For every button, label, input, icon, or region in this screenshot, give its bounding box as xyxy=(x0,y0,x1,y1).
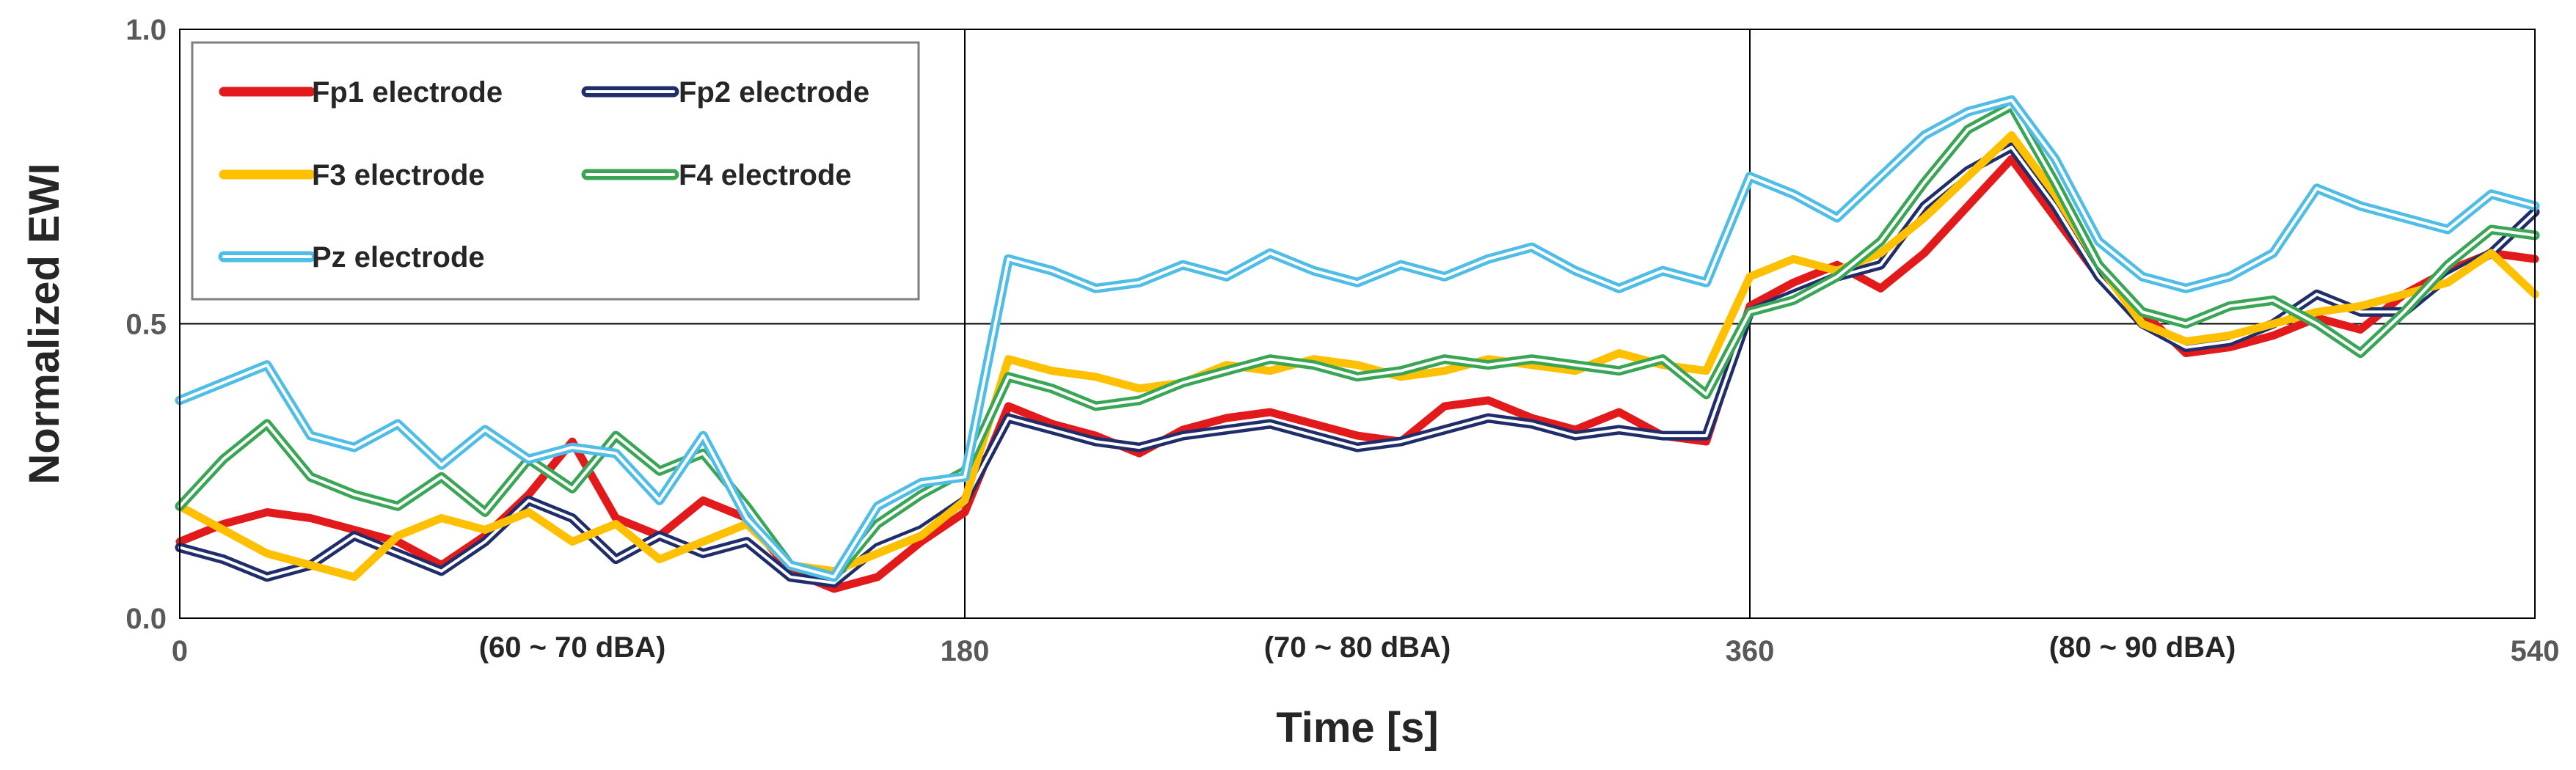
x-tick-label: 0 xyxy=(172,635,188,667)
series-line-core xyxy=(178,98,2536,579)
legend-item: Fp2 electrode xyxy=(581,76,869,109)
legend-label: Fp1 electrode xyxy=(312,76,503,109)
legend-label: Pz electrode xyxy=(312,241,485,274)
region-label: (80 ~ 90 dBA) xyxy=(2049,631,2236,664)
region-label: (60 ~ 70 dBA) xyxy=(479,631,666,664)
legend-item: F4 electrode xyxy=(581,159,852,191)
legend-item: Fp1 electrode xyxy=(219,76,503,109)
series-line xyxy=(175,131,2539,582)
x-tick-label: 180 xyxy=(941,635,990,667)
plot-area-frame xyxy=(179,29,2536,619)
legend-item: Pz electrode xyxy=(218,241,485,274)
region-label: (70 ~ 80 dBA) xyxy=(1264,631,1451,664)
series-pz-electrode xyxy=(175,95,2540,582)
series-f3-electrode xyxy=(175,131,2539,582)
region-labels: (60 ~ 70 dBA) (70 ~ 80 dBA) (80 ~ 90 dBA) xyxy=(479,631,2236,664)
x-tick-label: 360 xyxy=(1726,635,1775,667)
tick-labels: 0.0 0.5 1.0 0 180 360 540 xyxy=(125,14,2559,667)
legend-item: F3 electrode xyxy=(219,159,485,191)
y-tick-label: 1.0 xyxy=(125,14,167,46)
legend-label: F3 electrode xyxy=(312,159,485,191)
legend-label: F4 electrode xyxy=(679,159,852,191)
legend: Fp1 electrode Fp2 electrode F3 electrode F4… xyxy=(191,41,920,301)
legend-label: Fp2 electrode xyxy=(679,76,869,109)
y-axis-title: Normalized EWI xyxy=(21,163,68,484)
y-tick-label: 0.5 xyxy=(125,309,167,341)
series-group xyxy=(175,95,2540,593)
y-tick-label: 0.0 xyxy=(125,603,167,635)
series-f4-electrode xyxy=(175,100,2540,582)
series-line-core xyxy=(178,104,2536,579)
x-axis-title: Time [s] xyxy=(1276,704,1438,752)
x-tick-label: 540 xyxy=(2511,635,2560,667)
